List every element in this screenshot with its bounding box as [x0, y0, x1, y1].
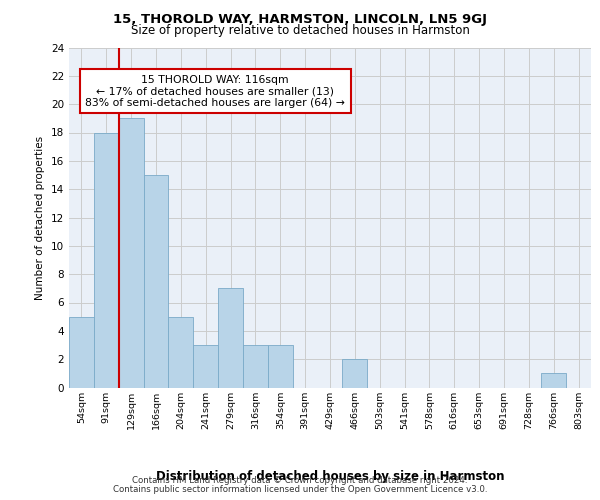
Bar	[69, 316, 94, 388]
Text: Contains HM Land Registry data © Crown copyright and database right 2024.: Contains HM Land Registry data © Crown c…	[132, 476, 468, 485]
Bar	[169, 316, 193, 388]
Y-axis label: Number of detached properties: Number of detached properties	[35, 136, 46, 300]
Bar	[541, 374, 566, 388]
Text: Contains public sector information licensed under the Open Government Licence v3: Contains public sector information licen…	[113, 485, 487, 494]
Bar	[243, 345, 268, 388]
Text: Size of property relative to detached houses in Harmston: Size of property relative to detached ho…	[131, 24, 469, 37]
Bar	[268, 345, 293, 388]
X-axis label: Distribution of detached houses by size in Harmston: Distribution of detached houses by size …	[156, 470, 504, 484]
Bar	[343, 359, 367, 388]
Bar	[94, 132, 119, 388]
Bar	[218, 288, 243, 388]
Text: 15, THOROLD WAY, HARMSTON, LINCOLN, LN5 9GJ: 15, THOROLD WAY, HARMSTON, LINCOLN, LN5 …	[113, 12, 487, 26]
Text: 15 THOROLD WAY: 116sqm
← 17% of detached houses are smaller (13)
83% of semi-det: 15 THOROLD WAY: 116sqm ← 17% of detached…	[85, 74, 345, 108]
Bar	[143, 175, 169, 388]
Bar	[119, 118, 143, 388]
Bar	[193, 345, 218, 388]
